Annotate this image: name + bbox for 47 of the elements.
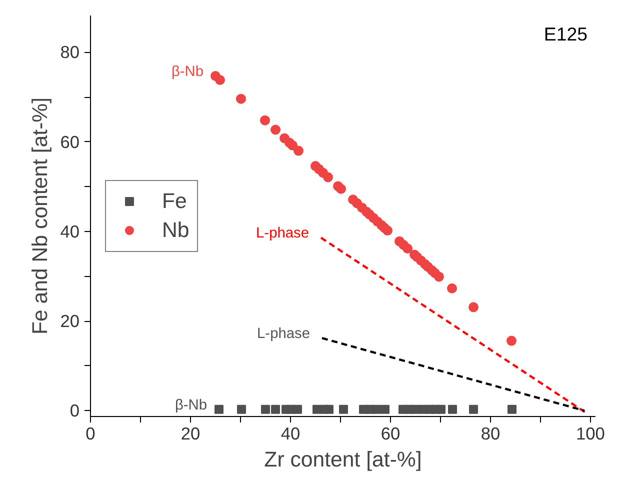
y-tick-label: 80 — [60, 42, 80, 62]
point — [270, 124, 280, 135]
x-tick-label: 60 — [380, 424, 400, 444]
point — [380, 404, 390, 414]
point — [323, 172, 333, 182]
x-tick-label: 40 — [280, 424, 300, 444]
point — [214, 404, 224, 414]
point — [436, 404, 446, 414]
annotation: β-Nb — [171, 64, 204, 80]
point — [237, 404, 246, 414]
x-axis-title: Zr content [at-%] — [264, 448, 422, 472]
point — [448, 404, 457, 414]
annotation: β-Nb — [174, 397, 207, 414]
x-tick-label: 80 — [480, 424, 500, 444]
point — [506, 336, 516, 346]
y-tick-label: 40 — [60, 221, 80, 242]
point — [288, 140, 298, 150]
y-tick-label: 60 — [60, 132, 80, 152]
point — [293, 404, 302, 414]
x-tick-label: 100 — [576, 424, 605, 444]
point — [336, 184, 346, 194]
point — [468, 302, 478, 312]
annotation: E125 — [544, 24, 588, 44]
point — [261, 404, 270, 414]
annotation: L-phase — [256, 226, 310, 242]
point — [294, 146, 304, 156]
point — [236, 94, 246, 104]
legend-label: Nb — [162, 218, 190, 242]
point — [469, 404, 478, 414]
point — [215, 75, 225, 86]
point — [508, 404, 516, 414]
point — [271, 404, 280, 414]
y-axis-title: Fe and Nb content [at-%] — [28, 97, 52, 335]
x-tick-label: 20 — [180, 424, 200, 444]
point — [372, 404, 381, 414]
point — [260, 115, 270, 126]
point — [339, 404, 348, 414]
point — [402, 243, 412, 254]
y-tick-label: 0 — [70, 400, 80, 421]
x-tick-label: 0 — [86, 424, 96, 444]
annotation: L-phase — [257, 326, 310, 342]
point — [434, 272, 444, 282]
point — [382, 226, 392, 236]
y-tick-label: 20 — [60, 311, 80, 332]
point — [447, 283, 457, 294]
point — [324, 404, 334, 414]
legend-label: Fe — [162, 188, 187, 214]
